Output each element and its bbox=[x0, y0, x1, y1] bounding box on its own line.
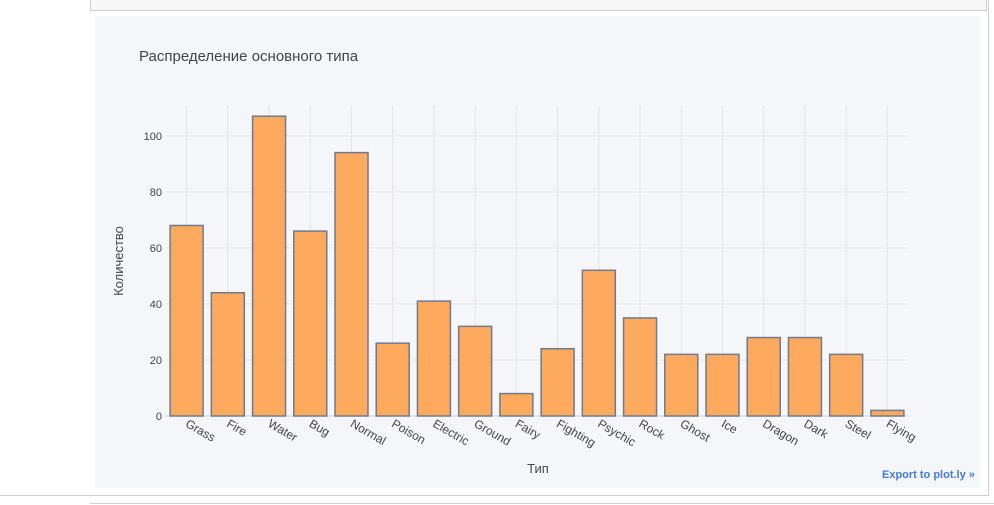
y-tick-label: 80 bbox=[150, 187, 162, 199]
x-tick-label: Fighting bbox=[554, 416, 598, 449]
x-tick-label: Poison bbox=[389, 416, 428, 446]
y-tick-label: 0 bbox=[156, 411, 162, 423]
bar bbox=[746, 336, 781, 417]
previous-cell-output bbox=[90, 0, 987, 11]
x-tick-label: Ghost bbox=[678, 416, 713, 444]
y-axis-title: Количество bbox=[111, 226, 126, 296]
x-tick-label: Dark bbox=[801, 416, 831, 441]
x-axis-title: Тип bbox=[527, 461, 549, 476]
x-tick-label: Ice bbox=[719, 416, 740, 436]
bar bbox=[664, 353, 699, 417]
y-tick-label: 100 bbox=[144, 131, 162, 143]
export-to-plotly-link[interactable]: Export to plot.ly » bbox=[882, 469, 975, 481]
x-tick-label: Steel bbox=[843, 416, 874, 442]
x-tick-label: Fairy bbox=[513, 416, 543, 441]
bar bbox=[828, 353, 864, 417]
x-tick-labels: Grass Fire Water Bug Normal Poison Electric Gro… bbox=[183, 416, 919, 449]
bar bbox=[457, 325, 493, 417]
x-tick-label: Ground bbox=[472, 416, 514, 448]
bar bbox=[334, 151, 369, 417]
bars bbox=[169, 115, 905, 417]
x-tick-label: Fire bbox=[224, 416, 249, 439]
x-tick-label: Rock bbox=[637, 416, 669, 442]
bar bbox=[622, 317, 658, 417]
bar bbox=[416, 300, 452, 417]
cell-output-frame bbox=[0, 0, 989, 496]
x-tick-label: Psychic bbox=[595, 416, 638, 449]
y-tick-label: 20 bbox=[150, 355, 162, 367]
bar bbox=[540, 348, 575, 417]
x-tick-label: Bug bbox=[307, 416, 332, 439]
next-cell-border bbox=[90, 503, 994, 504]
bar bbox=[169, 224, 204, 417]
x-tick-label: Dragon bbox=[760, 416, 801, 448]
x-tick-label: Normal bbox=[348, 416, 388, 447]
bar bbox=[293, 230, 328, 417]
chart-title: Распределение основного типа bbox=[139, 48, 359, 65]
bar bbox=[705, 353, 740, 417]
x-tick-label: Water bbox=[266, 416, 300, 444]
x-tick-label: Flying bbox=[884, 416, 919, 444]
y-tick-labels: 0 20 40 60 80 100 bbox=[144, 131, 162, 423]
y-tick-label: 60 bbox=[150, 243, 162, 255]
bar bbox=[210, 291, 246, 417]
bar bbox=[499, 392, 534, 417]
bar bbox=[870, 409, 905, 417]
x-tick-label: Grass bbox=[183, 416, 218, 444]
bar bbox=[787, 336, 823, 417]
bar bbox=[375, 342, 410, 417]
bar bbox=[251, 115, 287, 417]
bar bbox=[581, 269, 617, 417]
x-tick-label: Electric bbox=[430, 416, 471, 448]
y-tick-label: 40 bbox=[150, 299, 162, 311]
